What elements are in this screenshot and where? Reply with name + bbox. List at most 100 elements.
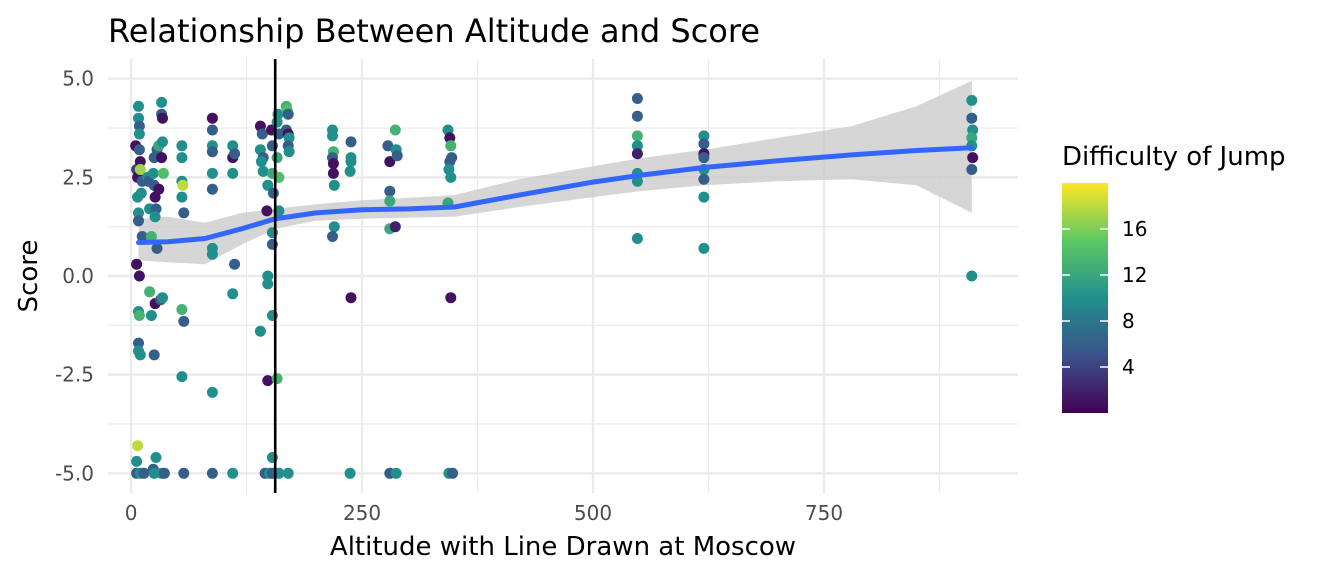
data-point [631, 93, 643, 104]
data-point [227, 167, 239, 179]
data-point [133, 310, 145, 321]
data-point [133, 207, 144, 219]
data-point [254, 325, 266, 337]
x-axis-title: Altitude with Line Drawn at Moscow [330, 532, 796, 562]
y-tick-labels: 5.0 2.5 0.0 -2.5 -5.0 [55, 67, 94, 486]
data-point [156, 152, 168, 164]
legend-label: 12 [1122, 263, 1147, 287]
data-point [178, 315, 190, 327]
data-point [145, 231, 157, 242]
data-point [157, 167, 169, 179]
data-point [382, 140, 394, 152]
data-point [145, 310, 157, 321]
legend-label: 4 [1122, 355, 1135, 379]
color-legend: Difficulty of Jump 4 8 12 16 [1062, 142, 1286, 413]
data-point [133, 120, 145, 132]
data-point [206, 183, 218, 195]
data-point [631, 233, 643, 244]
data-point [133, 215, 144, 227]
data-point [271, 116, 283, 128]
data-point [966, 164, 978, 175]
legend-title: Difficulty of Jump [1062, 142, 1286, 172]
data-point [206, 248, 218, 260]
data-point [255, 156, 267, 168]
data-point [176, 304, 188, 315]
data-point [136, 231, 148, 242]
data-point [206, 386, 218, 398]
data-point [134, 349, 146, 361]
data-point [698, 191, 710, 203]
data-point [327, 231, 338, 242]
data-point [384, 185, 396, 197]
data-point [178, 207, 190, 219]
data-point [178, 467, 190, 479]
data-point [698, 152, 710, 164]
data-point [256, 128, 268, 140]
data-point [149, 211, 161, 223]
data-point [390, 467, 402, 479]
data-point [262, 375, 274, 387]
data-point [206, 146, 218, 158]
data-point [206, 467, 218, 479]
data-point [153, 183, 165, 195]
data-point [157, 112, 168, 124]
confidence-ribbon [138, 80, 972, 265]
data-point [134, 156, 146, 168]
data-point [262, 179, 274, 191]
data-point [445, 140, 457, 152]
x-tick-label: 250 [343, 501, 381, 525]
legend-label: 16 [1122, 217, 1147, 241]
data-point [966, 94, 978, 106]
data-point [157, 136, 168, 148]
data-point [327, 158, 339, 170]
legend-label: 8 [1122, 309, 1135, 333]
data-point [966, 112, 978, 124]
data-point [447, 467, 459, 479]
data-point [698, 173, 710, 185]
y-tick-label: 5.0 [62, 67, 94, 91]
data-point [271, 373, 283, 385]
x-tick-label: 0 [125, 501, 138, 525]
data-point [150, 452, 162, 463]
y-tick-label: 2.5 [62, 165, 94, 189]
data-point [261, 205, 273, 217]
data-point [206, 124, 218, 136]
chart-title: Relationship Between Altitude and Score [108, 12, 760, 50]
data-point [158, 467, 170, 479]
y-tick-label: 0.0 [62, 264, 94, 288]
data-point [282, 108, 294, 120]
confidence-band [138, 80, 972, 265]
x-tick-label: 750 [805, 501, 843, 525]
data-point [151, 242, 163, 254]
data-point [131, 455, 143, 467]
data-point [176, 152, 188, 164]
data-point [133, 144, 145, 156]
y-axis-title: Score [14, 240, 44, 313]
data-point [131, 258, 143, 270]
smooth-line-path [136, 145, 975, 245]
data-point [966, 132, 978, 144]
data-point [148, 349, 160, 361]
data-point [328, 221, 340, 233]
data-point [966, 270, 978, 282]
y-tick-label: -5.0 [55, 461, 94, 485]
data-point [282, 467, 294, 479]
data-point [133, 270, 145, 282]
data-point [389, 124, 401, 136]
data-point [133, 337, 144, 349]
data-point [698, 130, 710, 142]
data-point [262, 278, 274, 290]
data-point [445, 171, 457, 183]
data-point [133, 128, 145, 140]
data-point [206, 167, 218, 179]
data-point [445, 292, 457, 304]
data-point [698, 138, 710, 150]
data-point [177, 179, 189, 191]
data-point [384, 195, 396, 207]
data-point [227, 288, 239, 300]
data-point [391, 150, 403, 162]
data-point [698, 242, 710, 254]
data-points [130, 93, 979, 479]
data-point [327, 130, 338, 142]
data-point [176, 140, 188, 152]
